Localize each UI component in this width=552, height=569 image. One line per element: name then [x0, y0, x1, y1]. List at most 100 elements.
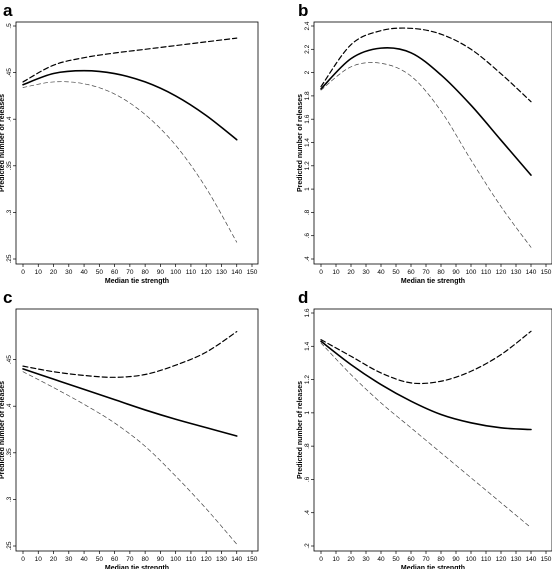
x-tick-label: 80: [142, 556, 150, 563]
y-tick-label: .45: [6, 355, 13, 364]
panel-letter: c: [3, 288, 12, 307]
y-axis-title: Predicted number of releases: [297, 381, 304, 479]
x-tick-label: 0: [21, 269, 25, 276]
x-tick-label: 30: [65, 556, 73, 563]
x-tick-label: 100: [466, 556, 477, 563]
x-tick-label: 20: [50, 556, 58, 563]
y-tick-label: .4: [304, 256, 311, 262]
x-tick-label: 140: [526, 269, 537, 276]
y-tick-label: 1.4: [304, 138, 311, 147]
x-tick-label: 140: [231, 269, 242, 276]
x-tick-label: 120: [496, 269, 507, 276]
x-tick-label: 80: [142, 269, 150, 276]
series-line-dashed-bold: [22, 331, 238, 378]
y-axis-title: Predicted number of releases: [0, 381, 6, 479]
x-tick-label: 0: [21, 556, 25, 563]
x-tick-label: 40: [80, 269, 88, 276]
x-tick-label: 120: [201, 269, 212, 276]
y-axis-title: Predicted number of releases: [297, 94, 304, 192]
x-tick-label: 90: [452, 269, 460, 276]
y-tick-label: .25: [6, 254, 13, 263]
series-line-dashed-thin: [22, 81, 238, 243]
y-tick-label: 1.2: [304, 375, 311, 384]
x-tick-label: 150: [541, 556, 552, 563]
x-tick-label: 50: [96, 269, 104, 276]
x-axis-title: Median tie strength: [401, 565, 465, 569]
x-tick-label: 60: [407, 269, 415, 276]
x-tick-label: 110: [186, 556, 197, 563]
x-tick-label: 150: [247, 556, 258, 563]
series-line-dashed-thin: [320, 342, 532, 529]
y-tick-label: 1.8: [304, 91, 311, 100]
x-tick-label: 100: [170, 269, 181, 276]
y-tick-label: 1: [304, 187, 311, 191]
x-tick-label: 50: [392, 269, 400, 276]
y-tick-label: .6: [304, 476, 311, 482]
x-tick-label: 70: [422, 269, 430, 276]
x-tick-label: 10: [35, 269, 43, 276]
y-tick-label: .35: [6, 448, 13, 457]
series-line-solid: [22, 69, 238, 141]
x-tick-label: 100: [170, 556, 181, 563]
series-line-dashed-thin: [22, 371, 238, 545]
y-tick-label: .2: [304, 543, 311, 549]
x-tick-label: 140: [231, 556, 242, 563]
series-line-solid: [320, 340, 532, 431]
y-tick-label: 1.6: [304, 114, 311, 123]
y-tick-label: 1: [304, 411, 311, 415]
y-tick-label: .45: [6, 68, 13, 77]
x-tick-label: 20: [347, 556, 355, 563]
x-tick-label: 80: [437, 269, 445, 276]
y-tick-label: .3: [6, 209, 13, 215]
x-tick-label: 130: [216, 556, 227, 563]
series-line-solid: [320, 47, 532, 176]
x-tick-label: 60: [111, 269, 119, 276]
y-tick-label: 1.2: [304, 161, 311, 170]
plot-frame: [313, 308, 552, 552]
series-line-dashed-bold: [320, 27, 532, 103]
x-tick-label: 130: [511, 556, 522, 563]
panel-letter: b: [298, 1, 308, 20]
y-tick-label: .5: [6, 23, 13, 29]
y-axis-title: Predicted number of releases: [0, 94, 6, 192]
x-tick-label: 50: [392, 556, 400, 563]
x-tick-label: 40: [377, 556, 385, 563]
x-tick-label: 150: [541, 269, 552, 276]
y-tick-label: .8: [304, 209, 311, 215]
x-tick-label: 30: [362, 269, 370, 276]
y-tick-label: .6: [304, 233, 311, 239]
panel-letter: d: [298, 288, 308, 307]
x-tick-label: 10: [332, 269, 340, 276]
y-tick-label: .8: [304, 443, 311, 449]
panel-a: a 0 10 20 30 40 50 60 70 80 90 100 110 120 130 140 150 .2…: [0, 1, 259, 285]
y-tick-label: .4: [304, 510, 311, 516]
y-tick-label: .3: [6, 496, 13, 502]
x-tick-label: 50: [96, 556, 104, 563]
x-tick-label: 70: [422, 556, 430, 563]
y-tick-label: .25: [6, 541, 13, 550]
y-tick-label: .4: [6, 403, 13, 409]
series-line-dashed-bold: [22, 37, 238, 83]
x-tick-label: 90: [452, 556, 460, 563]
x-tick-label: 60: [407, 556, 415, 563]
x-tick-label: 20: [50, 269, 58, 276]
x-tick-label: 150: [247, 269, 258, 276]
y-tick-label: .4: [6, 116, 13, 122]
x-tick-label: 110: [481, 269, 492, 276]
x-tick-label: 0: [319, 556, 323, 563]
x-tick-label: 40: [80, 556, 88, 563]
panel-b: b 0 10 20 30 40 50 60 70 80 90 100 110 120 130 140 150 .4…: [297, 1, 552, 285]
x-tick-label: 90: [157, 556, 165, 563]
y-tick-label: .35: [6, 161, 13, 170]
x-tick-label: 40: [377, 269, 385, 276]
y-tick-label: 2.4: [304, 21, 311, 30]
series-line-dashed-bold: [320, 330, 532, 385]
x-tick-label: 60: [111, 556, 119, 563]
x-tick-label: 130: [511, 269, 522, 276]
x-tick-label: 70: [126, 556, 134, 563]
y-tick-label: 2.2: [304, 44, 311, 53]
y-tick-label: 2: [304, 70, 311, 74]
panel-c: c 0 10 20 30 40 50 60 70 80 90 100 110 120 130 140 150 .2…: [0, 288, 259, 569]
x-tick-label: 20: [347, 269, 355, 276]
x-axis-title: Median tie strength: [105, 565, 169, 569]
